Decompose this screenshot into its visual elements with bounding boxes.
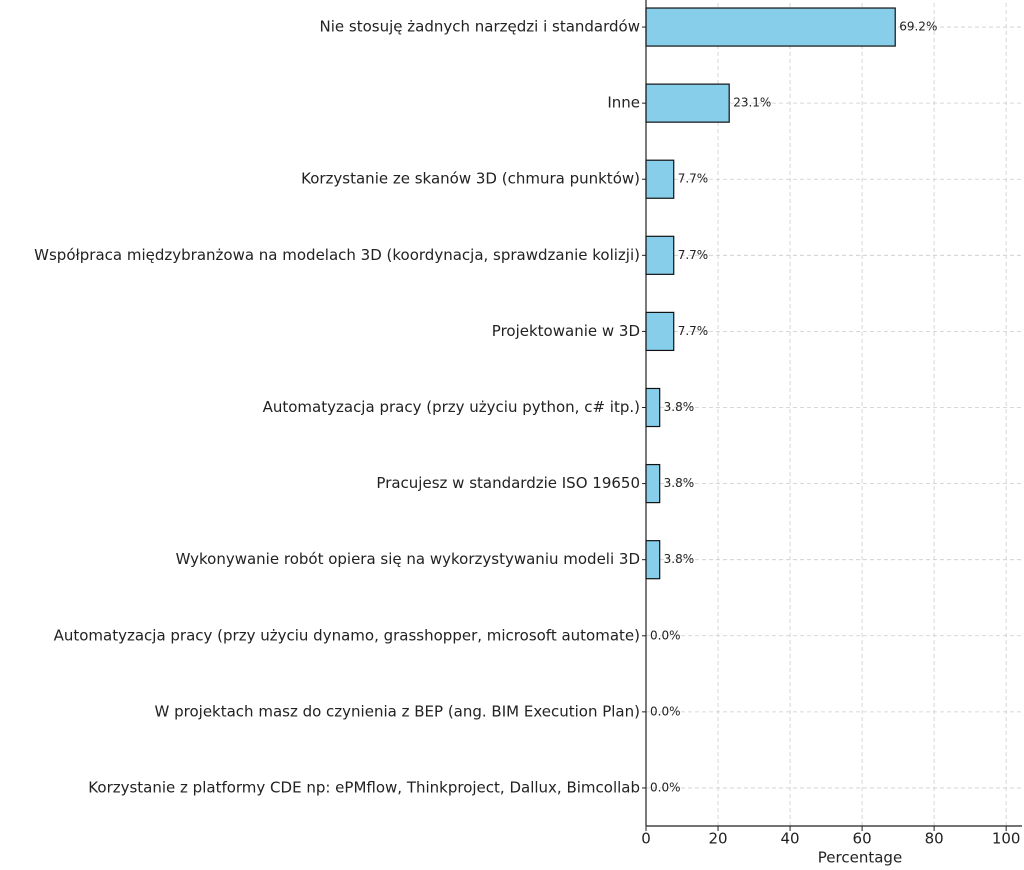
y-tick-label: Inne (607, 94, 640, 112)
y-tick-label: Nie stosuję żadnych narzędzi i standardó… (320, 18, 640, 36)
y-tick-label: Automatyzacja pracy (przy użyciu dynamo,… (54, 626, 640, 644)
x-axis-label: Percentage (818, 849, 902, 867)
value-label: 0.0% (650, 704, 681, 718)
bar (645, 235, 675, 275)
x-tick-label: 40 (781, 830, 800, 848)
bar (645, 387, 661, 428)
value-label: 7.7% (678, 172, 709, 186)
y-tick-label: Pracujesz w standardzie ISO 19650 (376, 474, 640, 492)
value-label: 69.2% (899, 20, 937, 34)
x-tick-label: 100 (992, 830, 1021, 848)
value-label: 3.8% (664, 476, 695, 490)
bar (645, 463, 661, 504)
bar (645, 540, 661, 580)
value-label: 0.0% (650, 628, 681, 642)
y-tick-label: Automatyzacja pracy (przy użyciu python,… (263, 398, 640, 416)
x-tick-label: 0 (641, 830, 651, 848)
value-label: 7.7% (678, 248, 709, 262)
y-tick-label: Wykonywanie robót opiera się na wykorzys… (176, 550, 640, 568)
value-label: 3.8% (664, 400, 695, 414)
value-label: 0.0% (650, 780, 681, 794)
value-label: 23.1% (733, 96, 771, 110)
value-label: 3.8% (664, 552, 695, 566)
bar (645, 159, 675, 199)
y-tick-label: W projektach masz do czynienia z BEP (an… (155, 702, 640, 720)
x-tick-label: 60 (853, 830, 872, 848)
y-tick-label: Korzystanie ze skanów 3D (chmura punktów… (301, 170, 640, 188)
y-tick-label: Korzystanie z platformy CDE np: ePMflow,… (88, 778, 640, 796)
bar (645, 311, 675, 352)
bar (645, 83, 730, 123)
y-tick-label: Projektowanie w 3D (492, 322, 640, 340)
x-tick-label: 80 (925, 830, 944, 848)
y-tick-label: Współpraca międzybranżowa na modelach 3D… (34, 246, 640, 264)
value-label: 7.7% (678, 324, 709, 338)
bar (645, 7, 896, 47)
x-tick-label: 20 (708, 830, 727, 848)
